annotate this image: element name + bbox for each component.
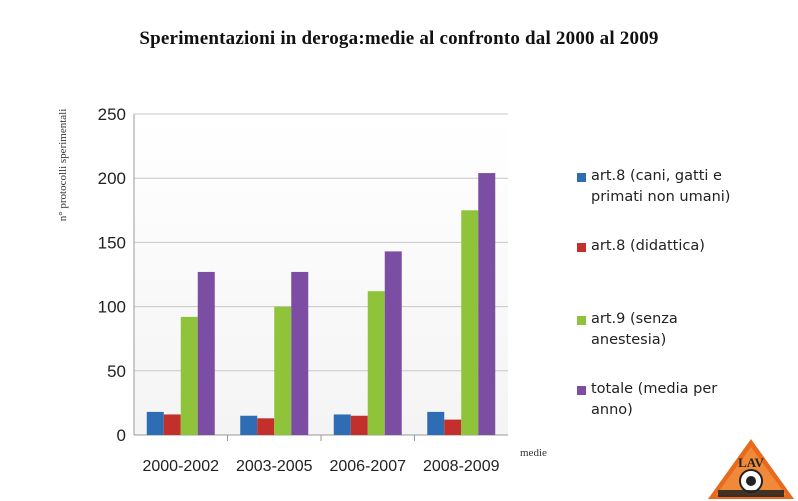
bar-series-4-2003-2005	[291, 271, 309, 435]
x-tick-label: 2000-2002	[142, 458, 219, 475]
bars	[146, 173, 496, 435]
legend-item: art.9 (senza anestesia)	[577, 309, 792, 351]
legend-swatch	[577, 386, 586, 395]
bar-series-4-2000-2002	[197, 271, 215, 435]
bar-series-2-2003-2005	[257, 418, 275, 435]
bar-series-3-2006-2007	[367, 291, 385, 435]
x-axis-title: medie	[520, 447, 547, 459]
bar-series-1-2006-2007	[333, 414, 351, 435]
legend-swatch	[577, 243, 586, 252]
grid-lines	[134, 113, 508, 372]
legend-item: art.8 (cani, gatti e primati non umani)	[577, 166, 792, 208]
legend-item: art.8 (didattica)	[577, 236, 792, 257]
y-axis-title: n° protocolli sperimentali	[57, 109, 69, 222]
bar-series-1-2000-2002	[146, 411, 164, 435]
bar-series-4-2006-2007	[384, 251, 402, 435]
x-tick-label: 2008-2009	[423, 458, 500, 475]
legend-label: art.9 (senza anestesia)	[591, 311, 678, 348]
bar-series-3-2003-2005	[274, 306, 292, 435]
x-tick-labels: 2000-2002 2003-2005 2006-2007 2008-2009	[142, 435, 500, 475]
x-tick-label: 2006-2007	[329, 458, 406, 475]
bar-series-4-2008-2009	[478, 173, 496, 435]
y-tick-label: 250	[98, 105, 126, 124]
lav-logo: LAV	[708, 439, 794, 499]
legend-item: totale (media per anno)	[577, 379, 792, 421]
bar-series-1-2003-2005	[240, 415, 258, 435]
legend-swatch	[577, 316, 586, 325]
legend-label: art.8 (didattica)	[591, 238, 705, 254]
y-tick-label: 50	[107, 362, 126, 381]
bar-series-2-2000-2002	[163, 414, 181, 435]
y-tick-labels: 0 50 100 150 200 250	[98, 105, 126, 445]
legend-label: art.8 (cani, gatti e primati non umani)	[591, 168, 731, 205]
bar-series-2-2008-2009	[444, 419, 462, 435]
bar-series-3-2000-2002	[180, 316, 198, 435]
bar-series-2-2006-2007	[350, 415, 368, 435]
logo-text: LAV	[738, 455, 764, 470]
bar-series-1-2008-2009	[427, 411, 445, 435]
y-tick-label: 0	[117, 426, 126, 445]
y-tick-label: 100	[98, 298, 126, 317]
x-tick-label: 2003-2005	[236, 458, 313, 475]
y-tick-label: 150	[98, 233, 126, 252]
y-tick-label: 200	[98, 169, 126, 188]
bar-series-3-2008-2009	[461, 210, 479, 435]
legend-label: totale (media per anno)	[591, 381, 718, 418]
legend-swatch	[577, 173, 586, 182]
chart-title: Sperimentazioni in deroga:medie al confr…	[139, 28, 659, 49]
